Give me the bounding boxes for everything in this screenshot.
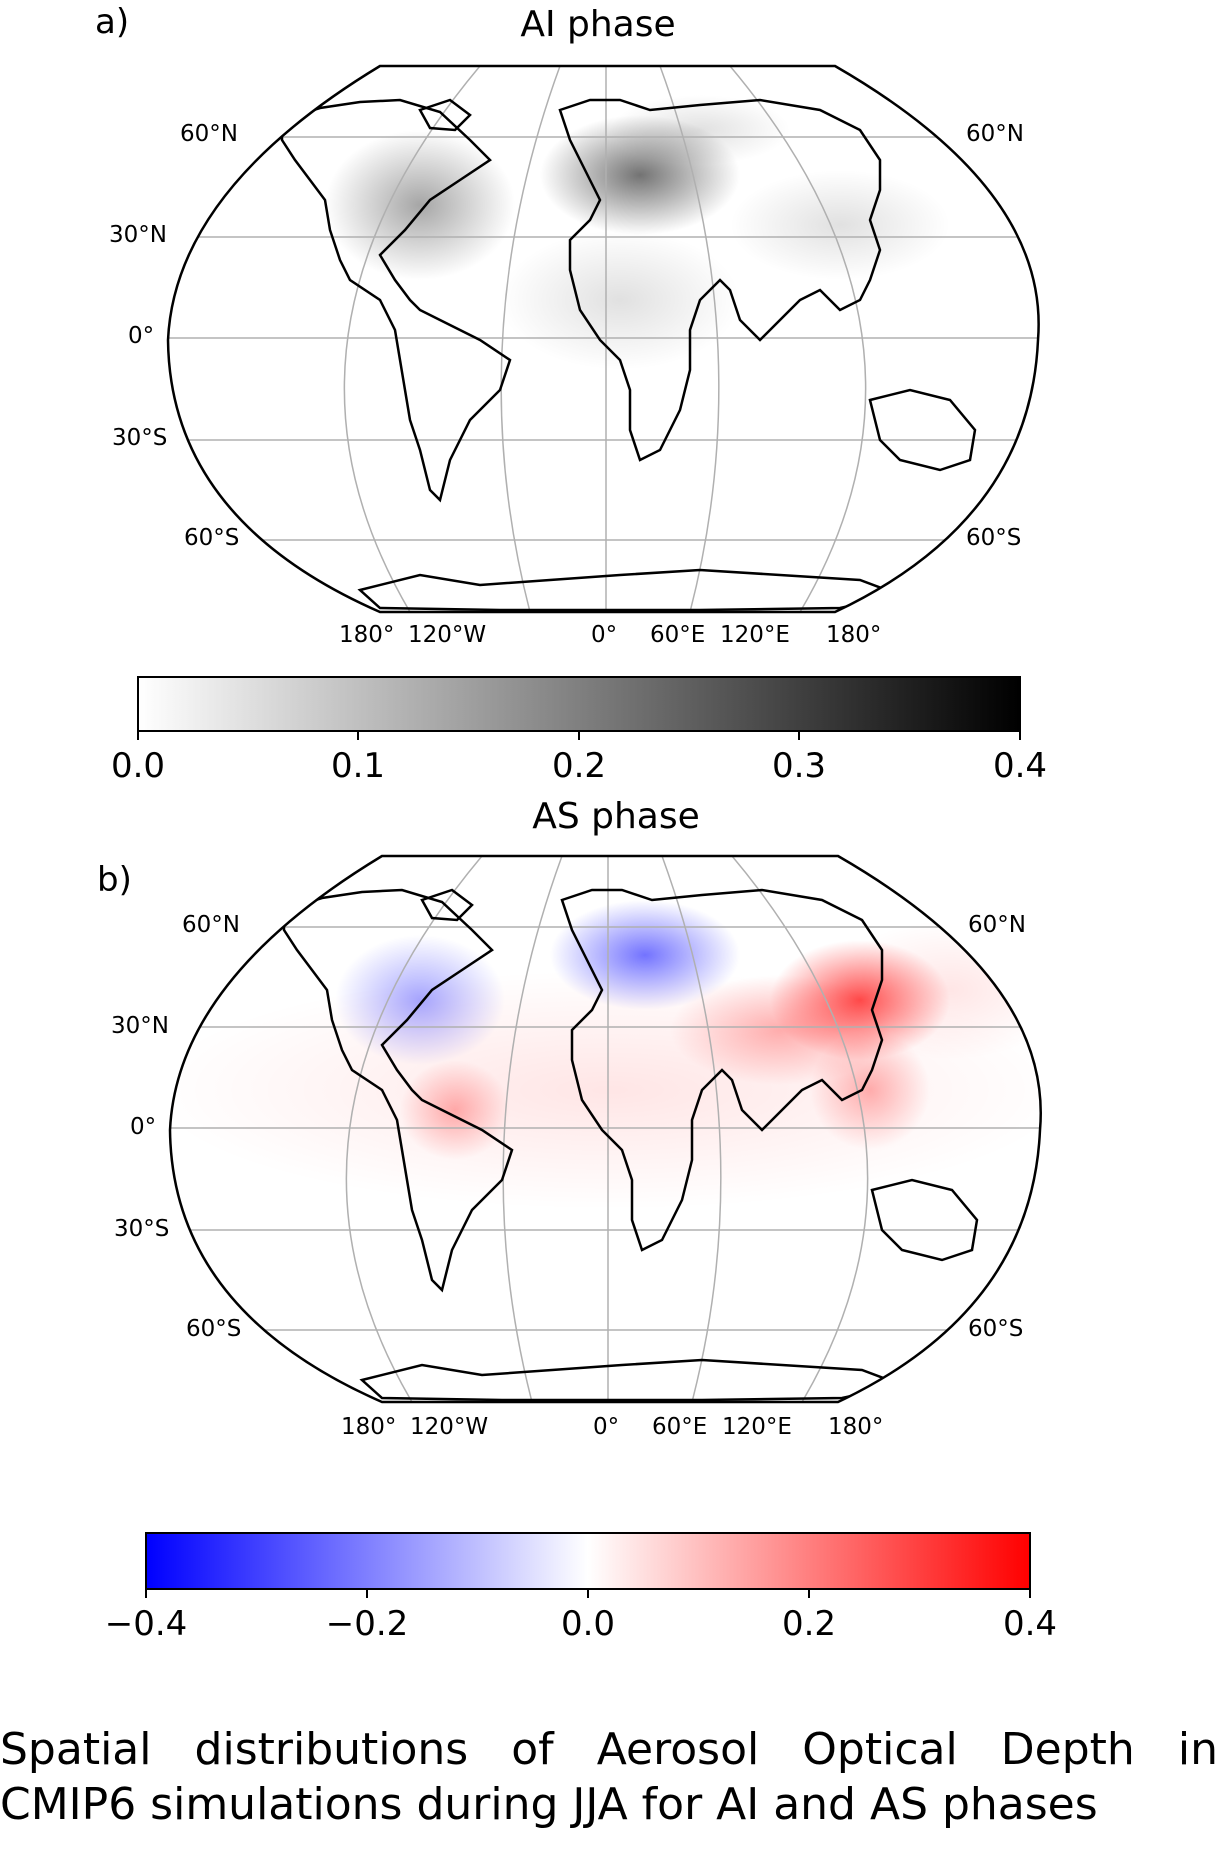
panel-b-lat-60n: 60°N: [182, 912, 240, 938]
panel-a-lat-60n: 60°N: [180, 121, 238, 147]
panel-b-map: [168, 854, 1042, 1404]
panel-a-cbar-tick-1: 0.1: [330, 746, 386, 786]
caption-word: of: [511, 1724, 554, 1775]
panel-b-lon-120e: 120°E: [722, 1414, 792, 1440]
panel-b-cbar-tick-2: 0.0: [560, 1604, 616, 1644]
panel-a-map: [166, 64, 1040, 614]
caption-word: Depth: [1000, 1724, 1135, 1775]
panel-b-lon-0: 0°: [593, 1414, 620, 1440]
panel-b-lon-180e: 180°: [828, 1414, 884, 1440]
caption-word: distributions: [194, 1724, 469, 1775]
panel-b-colorbar: [145, 1532, 1031, 1590]
panel-a-lat-60s: 60°S: [184, 525, 240, 551]
panel-b-lat-30n: 30°N: [111, 1013, 169, 1039]
panel-a-lon-120w: 120°W: [408, 622, 487, 648]
caption-word: Aerosol: [596, 1724, 760, 1775]
panel-a-lon-0: 0°: [591, 622, 618, 648]
caption-word: in: [1177, 1724, 1218, 1775]
panel-a-title: AI phase: [520, 4, 676, 45]
panel-b-lat-30s: 30°S: [114, 1216, 170, 1242]
panel-b-cbar-tick-1: −0.2: [325, 1604, 409, 1644]
panel-a-lat-30n: 30°N: [109, 222, 167, 248]
panel-a-lon-180e: 180°: [826, 622, 882, 648]
panel-b-lat-60s-right: 60°S: [968, 1316, 1024, 1342]
panel-a-cbar-tick-3: 0.3: [771, 746, 827, 786]
panel-a-colorbar-ticks: [137, 730, 1021, 740]
panel-a-cbar-tick-2: 0.2: [551, 746, 607, 786]
panel-b-cbar-tick-0: −0.4: [104, 1604, 188, 1644]
panel-a-colorbar: [137, 676, 1021, 732]
figure-caption: Spatial distributions of Aerosol Optical…: [0, 1722, 1218, 1832]
panel-b-lat-0: 0°: [130, 1114, 157, 1140]
panel-b-map-border: [168, 854, 1042, 1404]
panel-b-coastlines: [282, 888, 979, 1402]
panel-a-lon-120e: 120°E: [720, 622, 790, 648]
caption-line-1: Spatial distributions of Aerosol Optical…: [0, 1722, 1218, 1777]
panel-a-lon-180w: 180°: [339, 622, 395, 648]
panel-a-cbar-tick-0: 0.0: [110, 746, 166, 786]
panel-a-lat-60n-right: 60°N: [966, 121, 1024, 147]
panel-a-graticule: [168, 66, 1039, 612]
panel-b-colorbar-ticks: [145, 1588, 1031, 1598]
panel-a-map-border: [166, 64, 1040, 614]
panel-a-coastlines: [280, 98, 977, 612]
panel-b-graticule: [170, 856, 1041, 1402]
caption-line-2: CMIP6 simulations during JJA for AI and …: [0, 1779, 1098, 1830]
panel-a-label: a): [95, 2, 130, 42]
panel-b-lon-180w: 180°: [341, 1414, 397, 1440]
panel-b-title: AS phase: [532, 796, 700, 837]
panel-b-lon-120w: 120°W: [410, 1414, 489, 1440]
panel-a-lat-30s: 30°S: [112, 425, 168, 451]
panel-a-lon-60e: 60°E: [650, 622, 706, 648]
caption-word: Optical: [802, 1724, 958, 1775]
panel-a-cbar-tick-4: 0.4: [992, 746, 1048, 786]
caption-word: Spatial: [0, 1724, 152, 1775]
panel-b-label: b): [97, 860, 132, 900]
panel-a-aod-field: [325, 95, 950, 370]
panel-b-cbar-tick-4: 0.4: [1002, 1604, 1058, 1644]
panel-b-lat-60n-right: 60°N: [968, 912, 1026, 938]
panel-a-lat-0: 0°: [128, 323, 155, 349]
panel-a-lat-60s-right: 60°S: [966, 525, 1022, 551]
panel-b-cbar-tick-3: 0.2: [781, 1604, 837, 1644]
panel-b-lon-60e: 60°E: [652, 1414, 708, 1440]
panel-b-lat-60s: 60°S: [186, 1316, 242, 1342]
